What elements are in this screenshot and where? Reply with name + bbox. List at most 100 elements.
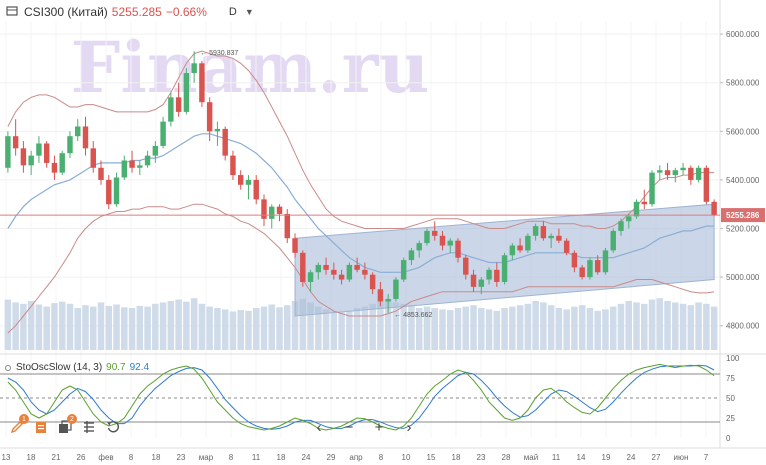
osc-tick-label: 75 [726, 374, 735, 383]
time-tick-label: 11 [552, 453, 561, 462]
candle-body [393, 279, 399, 299]
volume-bar [245, 310, 252, 350]
candle-body [106, 179, 112, 205]
volume-bar [82, 305, 89, 350]
time-tick-label: 11 [252, 453, 261, 462]
symbol-label[interactable]: CSI300 (Китай) [24, 5, 108, 19]
chevron-right-icon[interactable]: › [406, 418, 412, 436]
layers-icon[interactable]: 2 [56, 414, 77, 436]
candle-body [98, 167, 104, 180]
candle-body [144, 155, 151, 166]
candle-body [284, 213, 290, 239]
volume-bars [4, 298, 718, 350]
volume-bar [97, 302, 105, 350]
volume-bar [609, 306, 617, 350]
chevron-left-icon[interactable]: ‹ [316, 418, 322, 436]
oscillator-name[interactable]: StoOscSlow (14, 3) [16, 362, 103, 373]
caret-down-icon[interactable]: ▼ [244, 7, 254, 17]
volume-bar [322, 309, 330, 350]
minus-icon[interactable]: − [344, 418, 354, 436]
time-tick-label: 7 [704, 453, 709, 462]
plus-icon[interactable]: + [374, 418, 384, 436]
candle-body [610, 230, 616, 251]
candle-body [385, 298, 391, 302]
candle-body [579, 267, 585, 278]
volume-bar [485, 309, 493, 350]
volume-bar [268, 304, 276, 350]
candle-body [160, 121, 166, 146]
draw-badge: 1 [19, 414, 29, 424]
volume-bar [353, 308, 361, 350]
volume-bar [167, 301, 175, 350]
clipboard-icon[interactable] [32, 418, 50, 436]
time-tick-label: 10 [402, 453, 411, 462]
reset-icon[interactable] [104, 418, 122, 436]
volume-bar [105, 305, 113, 350]
volume-bar [183, 301, 190, 350]
volume-bar [190, 298, 198, 350]
candle-body [602, 250, 609, 273]
time-tick-label: 19 [602, 453, 611, 462]
menu-icon[interactable] [6, 5, 18, 20]
time-tick-label: 23 [177, 453, 186, 462]
price-tick-label: 6000.000 [726, 30, 760, 39]
candle-body [168, 97, 174, 122]
candle-body [540, 226, 547, 239]
interval-selector[interactable]: D [228, 6, 237, 18]
price-tag-bg [721, 208, 765, 223]
volume-bar [136, 305, 144, 350]
candle-body [137, 165, 143, 168]
volume-bar [58, 301, 66, 350]
indicators-icon[interactable] [80, 418, 98, 436]
change-percent: −0.66% [165, 5, 207, 19]
candle-body [323, 264, 329, 270]
pencil-icon[interactable]: 1 [8, 414, 29, 436]
volume-bar [128, 308, 136, 350]
volume-bar [384, 299, 392, 350]
candle-body [206, 102, 213, 132]
candle-body [5, 136, 11, 168]
volume-bar [415, 308, 423, 350]
volume-bar [291, 301, 299, 350]
price-axis[interactable]: 4800.000 5000.000 5200.000 5400.000 5600.000… [720, 30, 760, 331]
time-axis[interactable]: 13 18 21 26 фев 8 18 23 мар 8 11 18 24 29 апр 8 10 15 18 23… [0, 447, 766, 462]
candlesticks [5, 51, 717, 313]
candle-body [695, 167, 702, 180]
candle-body [75, 126, 81, 137]
osc-tick-label: 0 [726, 434, 731, 443]
candle-body [478, 279, 485, 287]
volume-bar [586, 308, 594, 350]
time-tick-label: мар [199, 453, 214, 462]
price-tick-label: 5600.000 [726, 127, 760, 136]
candle-body [292, 238, 298, 253]
volume-bar [710, 306, 718, 350]
volume-bar [299, 298, 307, 350]
time-tick-label: 13 [2, 453, 11, 462]
price-tag-label: 5255.286 [726, 211, 760, 220]
candle-body [12, 136, 19, 149]
time-tick-label: 15 [427, 453, 436, 462]
volume-bar [563, 309, 570, 350]
candle-body [587, 260, 593, 278]
candle-body [594, 260, 601, 273]
volume-bar [330, 311, 338, 350]
volume-bar [446, 310, 454, 350]
volume-bar [687, 305, 695, 350]
volume-bar [121, 307, 128, 350]
candle-body [152, 145, 159, 156]
osc-tick-label: 50 [726, 394, 735, 403]
candle-body [688, 167, 694, 180]
volume-bar [648, 299, 656, 350]
volume-bar [369, 303, 376, 350]
bollinger-upper [7, 50, 715, 229]
volume-bar [338, 312, 345, 350]
candle-body [463, 257, 469, 275]
volume-bar [695, 302, 702, 350]
time-tick-label: 8 [379, 453, 384, 462]
volume-bar [454, 308, 462, 350]
candle-body [649, 172, 655, 205]
settings-icon[interactable] [4, 364, 12, 372]
candle-body [571, 252, 578, 268]
candle-body [43, 143, 50, 163]
